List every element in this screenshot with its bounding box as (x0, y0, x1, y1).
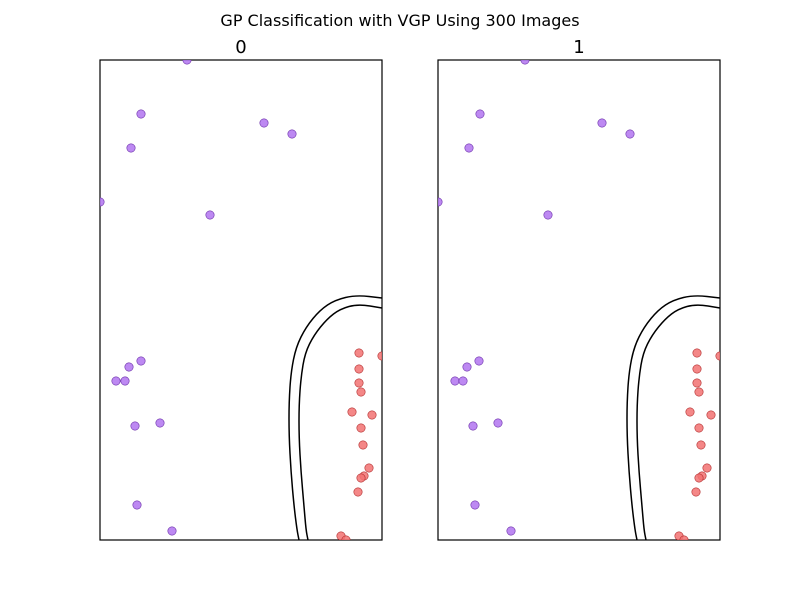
panel-title-1: 1 (573, 37, 584, 58)
data-point-1-13 (470, 500, 480, 510)
data-point-1-3 (625, 129, 635, 139)
data-point-0-19 (356, 387, 366, 397)
boundary-group-0 (288, 295, 382, 540)
data-point-1-29 (679, 535, 689, 540)
data-point-1-17 (692, 364, 702, 374)
data-point-1-10 (458, 376, 468, 386)
data-point-1-18 (692, 378, 702, 388)
axes-frame-0 (99, 59, 383, 541)
data-point-0-20 (347, 407, 357, 417)
points-group-0 (100, 60, 382, 540)
data-point-0-3 (287, 129, 297, 139)
data-point-1-20 (685, 407, 695, 417)
data-point-0-15 (354, 348, 364, 358)
data-point-0-26 (356, 473, 366, 483)
data-point-0-6 (205, 210, 215, 220)
data-point-0-18 (354, 378, 364, 388)
data-point-1-5 (438, 197, 443, 207)
panel-1: 1 (437, 37, 721, 541)
data-point-0-1 (136, 109, 146, 119)
data-point-0-5 (100, 197, 105, 207)
data-point-1-24 (702, 463, 712, 473)
data-point-1-11 (468, 421, 478, 431)
boundary-group-1 (626, 295, 720, 540)
data-point-1-2 (597, 118, 607, 128)
data-point-1-14 (506, 526, 516, 536)
data-point-0-29 (341, 535, 351, 540)
data-point-0-22 (356, 423, 366, 433)
data-point-1-9 (450, 376, 460, 386)
data-point-1-22 (694, 423, 704, 433)
data-point-1-27 (691, 487, 701, 497)
data-point-1-23 (696, 440, 706, 450)
data-point-1-15 (692, 348, 702, 358)
chart-title: GP Classification with VGP Using 300 Ima… (220, 11, 579, 30)
data-point-0-17 (354, 364, 364, 374)
data-point-1-19 (694, 387, 704, 397)
data-point-1-7 (474, 356, 484, 366)
decision-boundary-0-0 (288, 295, 382, 540)
data-point-0-9 (111, 376, 121, 386)
data-point-1-8 (462, 362, 472, 372)
data-point-0-2 (259, 118, 269, 128)
data-point-1-16 (715, 351, 720, 361)
data-point-0-10 (120, 376, 130, 386)
decision-boundary-0-1 (298, 304, 382, 540)
data-point-0-0 (182, 60, 192, 65)
axes-frame-1 (437, 59, 721, 541)
data-point-0-12 (155, 418, 165, 428)
data-point-1-26 (694, 473, 704, 483)
data-point-1-1 (475, 109, 485, 119)
data-point-0-23 (358, 440, 368, 450)
points-group-1 (438, 60, 720, 540)
data-point-0-16 (377, 351, 382, 361)
data-point-1-6 (543, 210, 553, 220)
panel-title-0: 0 (235, 37, 246, 58)
data-point-0-14 (167, 526, 177, 536)
data-point-1-4 (464, 143, 474, 153)
panel-0: 0 (99, 37, 383, 541)
data-point-0-21 (367, 410, 377, 420)
data-point-1-12 (493, 418, 503, 428)
data-point-0-24 (364, 463, 374, 473)
decision-boundary-1-0 (626, 295, 720, 540)
data-point-1-0 (520, 60, 530, 65)
data-point-0-8 (124, 362, 134, 372)
data-point-0-13 (132, 500, 142, 510)
data-point-0-11 (130, 421, 140, 431)
data-point-0-27 (353, 487, 363, 497)
decision-boundary-1-1 (636, 304, 720, 540)
data-point-1-21 (706, 410, 716, 420)
data-point-0-7 (136, 356, 146, 366)
data-point-0-4 (126, 143, 136, 153)
